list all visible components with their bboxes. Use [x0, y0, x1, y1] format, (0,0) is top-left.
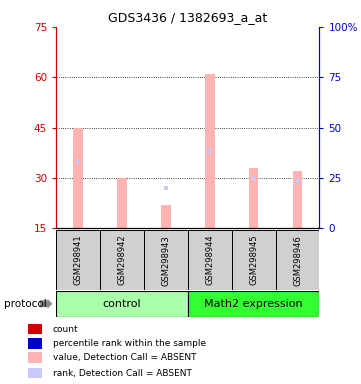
Bar: [73, 127, 83, 228]
Bar: [275, 230, 319, 290]
Bar: [28, 368, 42, 378]
Bar: [144, 230, 188, 290]
Text: value, Detection Call = ABSENT: value, Detection Call = ABSENT: [53, 353, 196, 362]
Text: rank, Detection Call = ABSENT: rank, Detection Call = ABSENT: [53, 369, 191, 377]
Text: GSM298943: GSM298943: [161, 235, 170, 286]
Bar: [249, 168, 258, 228]
Text: GSM298941: GSM298941: [73, 235, 82, 285]
Text: GSM298944: GSM298944: [205, 235, 214, 285]
Text: protocol: protocol: [4, 299, 46, 309]
Bar: [28, 324, 42, 334]
Bar: [161, 205, 171, 228]
Text: control: control: [103, 299, 141, 309]
Text: GSM298945: GSM298945: [249, 235, 258, 285]
Bar: [293, 171, 303, 228]
Bar: [188, 291, 319, 317]
Text: GSM298942: GSM298942: [117, 235, 126, 285]
Bar: [100, 230, 144, 290]
Bar: [28, 338, 42, 349]
Bar: [232, 230, 275, 290]
Bar: [28, 353, 42, 363]
Bar: [56, 230, 100, 290]
Title: GDS3436 / 1382693_a_at: GDS3436 / 1382693_a_at: [108, 11, 268, 24]
Bar: [117, 178, 127, 228]
Bar: [188, 230, 232, 290]
Text: count: count: [53, 325, 78, 334]
Bar: [205, 74, 214, 228]
Text: percentile rank within the sample: percentile rank within the sample: [53, 339, 206, 348]
Text: GSM298946: GSM298946: [293, 235, 302, 286]
Text: Math2 expression: Math2 expression: [204, 299, 303, 309]
Bar: [56, 291, 188, 317]
